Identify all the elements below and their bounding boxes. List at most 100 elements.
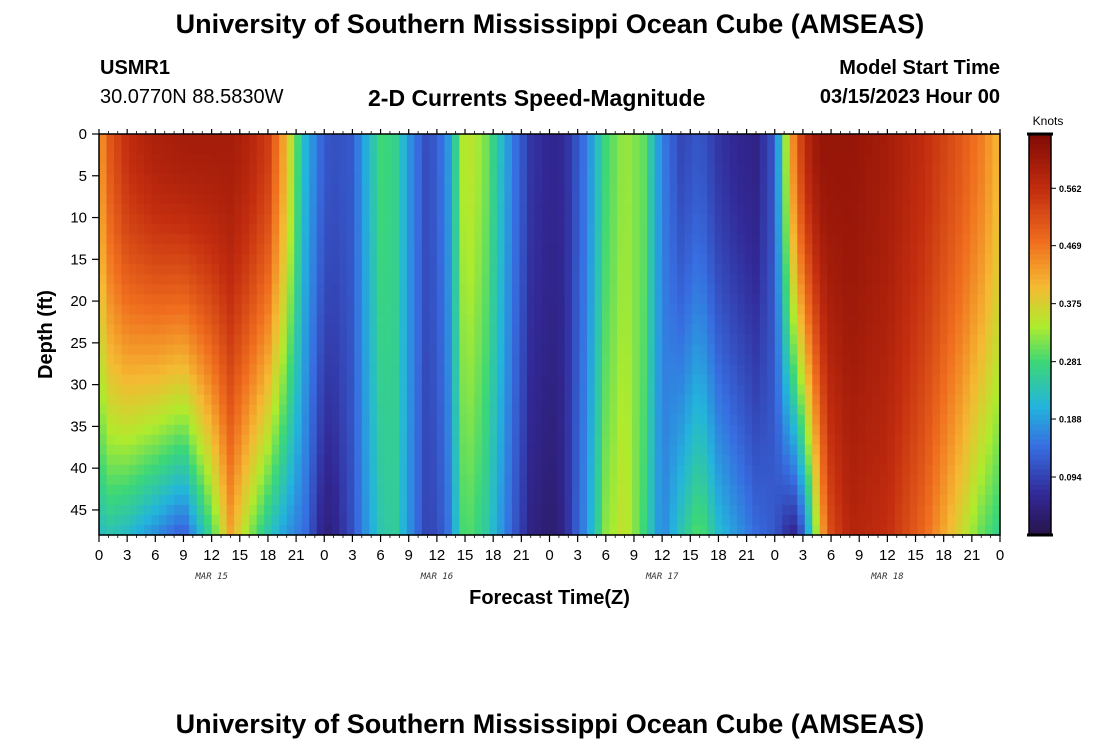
heatmap-cell — [872, 424, 881, 436]
heatmap-cell — [196, 254, 205, 265]
heatmap-cell — [797, 264, 806, 275]
heatmap-cell — [489, 244, 498, 255]
heatmap-cell — [834, 424, 843, 436]
heatmap-cell — [414, 324, 423, 336]
heatmap-cell — [504, 384, 513, 396]
heatmap-cell — [737, 354, 746, 366]
heatmap-cell — [339, 404, 348, 416]
heatmap-cell — [174, 204, 183, 215]
heatmap-cell — [301, 424, 310, 436]
heatmap-cell — [909, 284, 919, 296]
heatmap-cell — [451, 224, 460, 235]
heatmap-cell — [639, 214, 648, 225]
heatmap-cell — [579, 454, 588, 466]
heatmap-cell — [804, 474, 813, 486]
heatmap-cell — [159, 184, 168, 195]
heatmap-cell — [316, 524, 325, 536]
heatmap-cell — [459, 454, 468, 466]
heatmap-cell — [309, 374, 318, 386]
heatmap-cell — [752, 454, 761, 466]
heatmap-cell — [211, 374, 220, 386]
heatmap-cell — [399, 164, 408, 175]
heatmap-cell — [984, 144, 994, 155]
heatmap-cell — [669, 434, 678, 446]
heatmap-cell — [954, 394, 964, 406]
heatmap-cell — [489, 364, 498, 376]
heatmap-cell — [887, 274, 896, 285]
heatmap-cell — [144, 274, 153, 285]
heatmap-cell — [151, 324, 160, 336]
heatmap-cell — [939, 384, 949, 396]
heatmap-cell — [294, 244, 303, 255]
heatmap-cell — [684, 504, 693, 516]
heatmap-cell — [226, 374, 235, 386]
heatmap-cell — [587, 484, 596, 496]
heatmap-cell — [241, 354, 250, 366]
heatmap-cell — [909, 434, 919, 446]
heatmap-cell — [564, 184, 573, 195]
heatmap-cell — [376, 184, 385, 195]
heatmap-cell — [369, 494, 378, 506]
heatmap-cell — [984, 234, 994, 245]
heatmap-cell — [189, 334, 198, 346]
heatmap-cell — [279, 284, 288, 296]
heatmap-cell — [609, 484, 618, 496]
heatmap-cell — [639, 184, 648, 195]
heatmap-cell — [827, 474, 836, 486]
heatmap-cell — [121, 144, 130, 155]
heatmap-cell — [632, 524, 641, 536]
heatmap-cell — [812, 434, 821, 446]
heatmap-cell — [684, 454, 693, 466]
heatmap-cell — [722, 334, 731, 346]
heatmap-cell — [301, 474, 310, 486]
heatmap-cell — [384, 384, 393, 396]
heatmap-cell — [406, 484, 415, 496]
heatmap-cell — [632, 284, 641, 296]
heatmap-cell — [391, 404, 400, 416]
x-tick-label: 0 — [320, 547, 328, 564]
heatmap-cell — [639, 474, 648, 486]
heatmap-cell — [692, 184, 701, 195]
heatmap-cell — [564, 464, 573, 476]
heatmap-cell — [369, 374, 378, 386]
heatmap-cell — [541, 344, 551, 356]
heatmap-cell — [714, 514, 723, 526]
heatmap-cell — [496, 504, 506, 516]
heatmap-cell — [962, 184, 971, 195]
heatmap-cell — [226, 214, 235, 225]
heatmap-cell — [421, 334, 430, 346]
heatmap-cell — [286, 244, 295, 255]
heatmap-cell — [977, 294, 986, 306]
heatmap-cell — [744, 374, 753, 386]
heatmap-cell — [954, 134, 964, 145]
heatmap-cell — [144, 264, 153, 275]
heatmap-cell — [541, 244, 551, 255]
heatmap-cell — [624, 234, 633, 245]
heatmap-cell — [159, 134, 168, 145]
heatmap-cell — [894, 184, 903, 195]
heatmap-cell — [279, 214, 288, 225]
heatmap-cell — [189, 304, 198, 316]
heatmap-cell — [684, 474, 693, 486]
heatmap-cell — [204, 164, 213, 175]
heatmap-cell — [271, 264, 280, 275]
heatmap-cell — [151, 454, 160, 466]
heatmap-cell — [797, 374, 806, 386]
heatmap-cell — [489, 264, 498, 275]
heatmap-cell — [767, 134, 776, 145]
heatmap-cell — [782, 174, 791, 185]
heatmap-cell — [181, 374, 190, 386]
heatmap-cell — [249, 404, 258, 416]
heatmap-cell — [564, 504, 573, 516]
heatmap-cell — [159, 364, 168, 376]
heatmap-cell — [962, 424, 971, 436]
heatmap-cell — [954, 154, 964, 165]
heatmap-cell — [782, 324, 791, 336]
heatmap-cell — [722, 484, 731, 496]
heatmap-cell — [241, 334, 250, 346]
heatmap-cell — [774, 344, 783, 356]
heatmap-cell — [917, 234, 926, 245]
heatmap-cell — [354, 454, 363, 466]
heatmap-cell — [632, 304, 641, 316]
heatmap-cell — [316, 154, 325, 165]
